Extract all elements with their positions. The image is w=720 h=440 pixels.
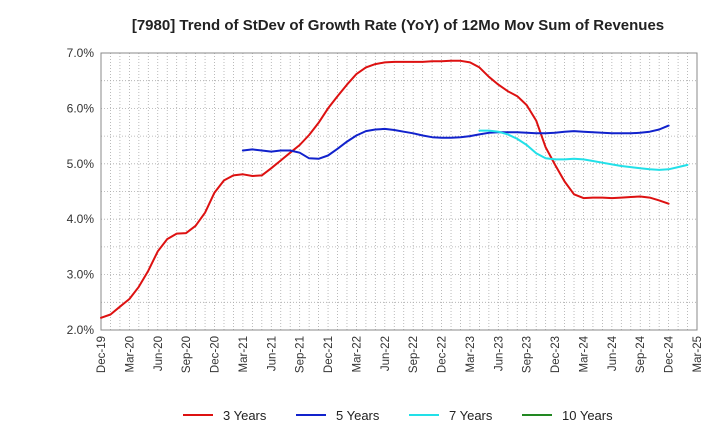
legend-label-3-years: 3 Years xyxy=(223,408,267,423)
legend-label-5-years: 5 Years xyxy=(336,408,380,423)
chart-title: [7980] Trend of StDev of Growth Rate (Yo… xyxy=(132,17,664,34)
series-line-5-years xyxy=(241,124,670,160)
x-tick-label: Jun-21 xyxy=(266,336,278,371)
legend-label-10-years: 10 Years xyxy=(562,408,613,423)
x-tick-label: Mar-22 xyxy=(351,336,363,372)
x-tick-label: Dec-21 xyxy=(323,336,335,373)
y-tick-label: 2.0% xyxy=(67,323,95,337)
series-line-7-years xyxy=(478,129,689,171)
y-tick-label: 6.0% xyxy=(67,101,95,115)
axis-layer: 2.0% 3.0% 4.0% 5.0% 6.0% 7.0% Dec-19 Mar-20 Jun-… xyxy=(67,46,704,373)
legend: 3 Years 5 Years 7 Years 10 Years xyxy=(183,408,613,423)
x-tick-label: Dec-19 xyxy=(96,336,108,373)
x-tick-label: Sep-24 xyxy=(635,335,647,373)
x-tick-label: Mar-25 xyxy=(692,336,704,372)
x-tick-label: Sep-22 xyxy=(408,336,420,373)
legend-label-7-years: 7 Years xyxy=(449,408,493,423)
series-line-3-years xyxy=(100,59,670,319)
x-tick-label: Mar-21 xyxy=(238,336,250,372)
x-tick-label: Dec-20 xyxy=(210,336,222,373)
x-tick-label: Sep-23 xyxy=(522,336,534,373)
grid-layer xyxy=(100,52,698,331)
y-tick-label: 3.0% xyxy=(67,268,95,282)
y-tick-label: 7.0% xyxy=(67,46,95,60)
x-tick-label: Dec-22 xyxy=(437,336,449,373)
x-tick-label: Jun-24 xyxy=(607,335,619,371)
x-tick-label: Mar-24 xyxy=(578,335,590,372)
x-tick-label: Jun-20 xyxy=(153,336,165,371)
y-tick-label: 4.0% xyxy=(67,212,95,226)
x-tick-label: Dec-24 xyxy=(664,335,676,373)
x-tick-label: Jun-22 xyxy=(380,336,392,371)
y-tick-label: 5.0% xyxy=(67,157,95,171)
x-tick-label: Mar-20 xyxy=(124,336,136,372)
x-tick-label: Jun-23 xyxy=(493,336,505,371)
x-tick-label: Dec-23 xyxy=(550,336,562,373)
series-layer xyxy=(100,59,689,319)
x-tick-label: Sep-20 xyxy=(181,336,193,373)
plot-frame xyxy=(100,52,698,331)
x-tick-label: Sep-21 xyxy=(295,336,307,373)
x-tick-label: Mar-23 xyxy=(465,336,477,372)
